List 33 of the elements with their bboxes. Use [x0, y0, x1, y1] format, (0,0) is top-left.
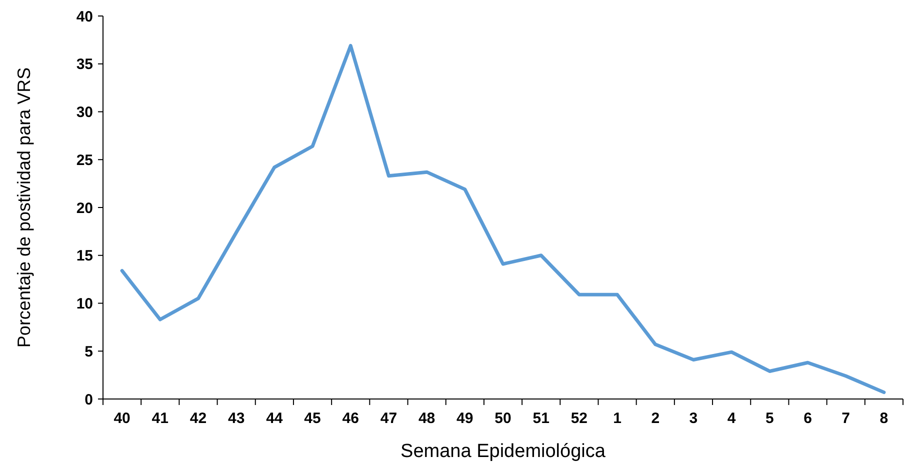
y-axis-title: Porcentaje de postividad para VRS	[14, 67, 34, 348]
x-tick-label: 49	[456, 410, 474, 427]
x-tick-label: 52	[570, 410, 588, 427]
y-tick-label: 35	[76, 56, 93, 74]
x-tick-label: 51	[532, 410, 550, 427]
x-tick-label: 41	[152, 410, 168, 427]
x-tick-label: 45	[304, 410, 321, 427]
x-tick-label: 6	[804, 410, 812, 427]
y-tick-label: 25	[76, 152, 93, 169]
x-tick-label: 47	[380, 410, 398, 427]
y-tick-label: 10	[76, 296, 93, 312]
y-tick-label: 15	[76, 248, 93, 265]
x-axis-title: Semana Epidemiológica	[400, 441, 606, 462]
y-tick-label: 30	[76, 104, 93, 121]
x-tick-label: 5	[765, 410, 774, 427]
x-tick-label: 1	[613, 410, 622, 427]
x-tick-label: 40	[114, 410, 130, 427]
x-tick-label: 8	[880, 410, 888, 427]
y-tick-label: 0	[84, 391, 93, 408]
y-tick-label: 40	[76, 8, 93, 26]
x-tick-label: 46	[342, 410, 359, 427]
y-tick-label: 5	[84, 343, 93, 360]
x-tick-label: 42	[190, 410, 207, 427]
line-series	[120, 44, 886, 394]
x-tick-label: 48	[418, 410, 436, 427]
x-tick-label: 44	[266, 410, 284, 427]
x-tick-label: 4	[727, 410, 736, 427]
y-tick-label: 20	[76, 200, 93, 217]
x-tick-label: 2	[651, 410, 660, 427]
x-tick-label: 43	[228, 410, 245, 427]
x-tick-label: 50	[494, 410, 512, 427]
x-tick-label: 3	[689, 410, 698, 427]
x-tick-label: 7	[842, 410, 850, 427]
